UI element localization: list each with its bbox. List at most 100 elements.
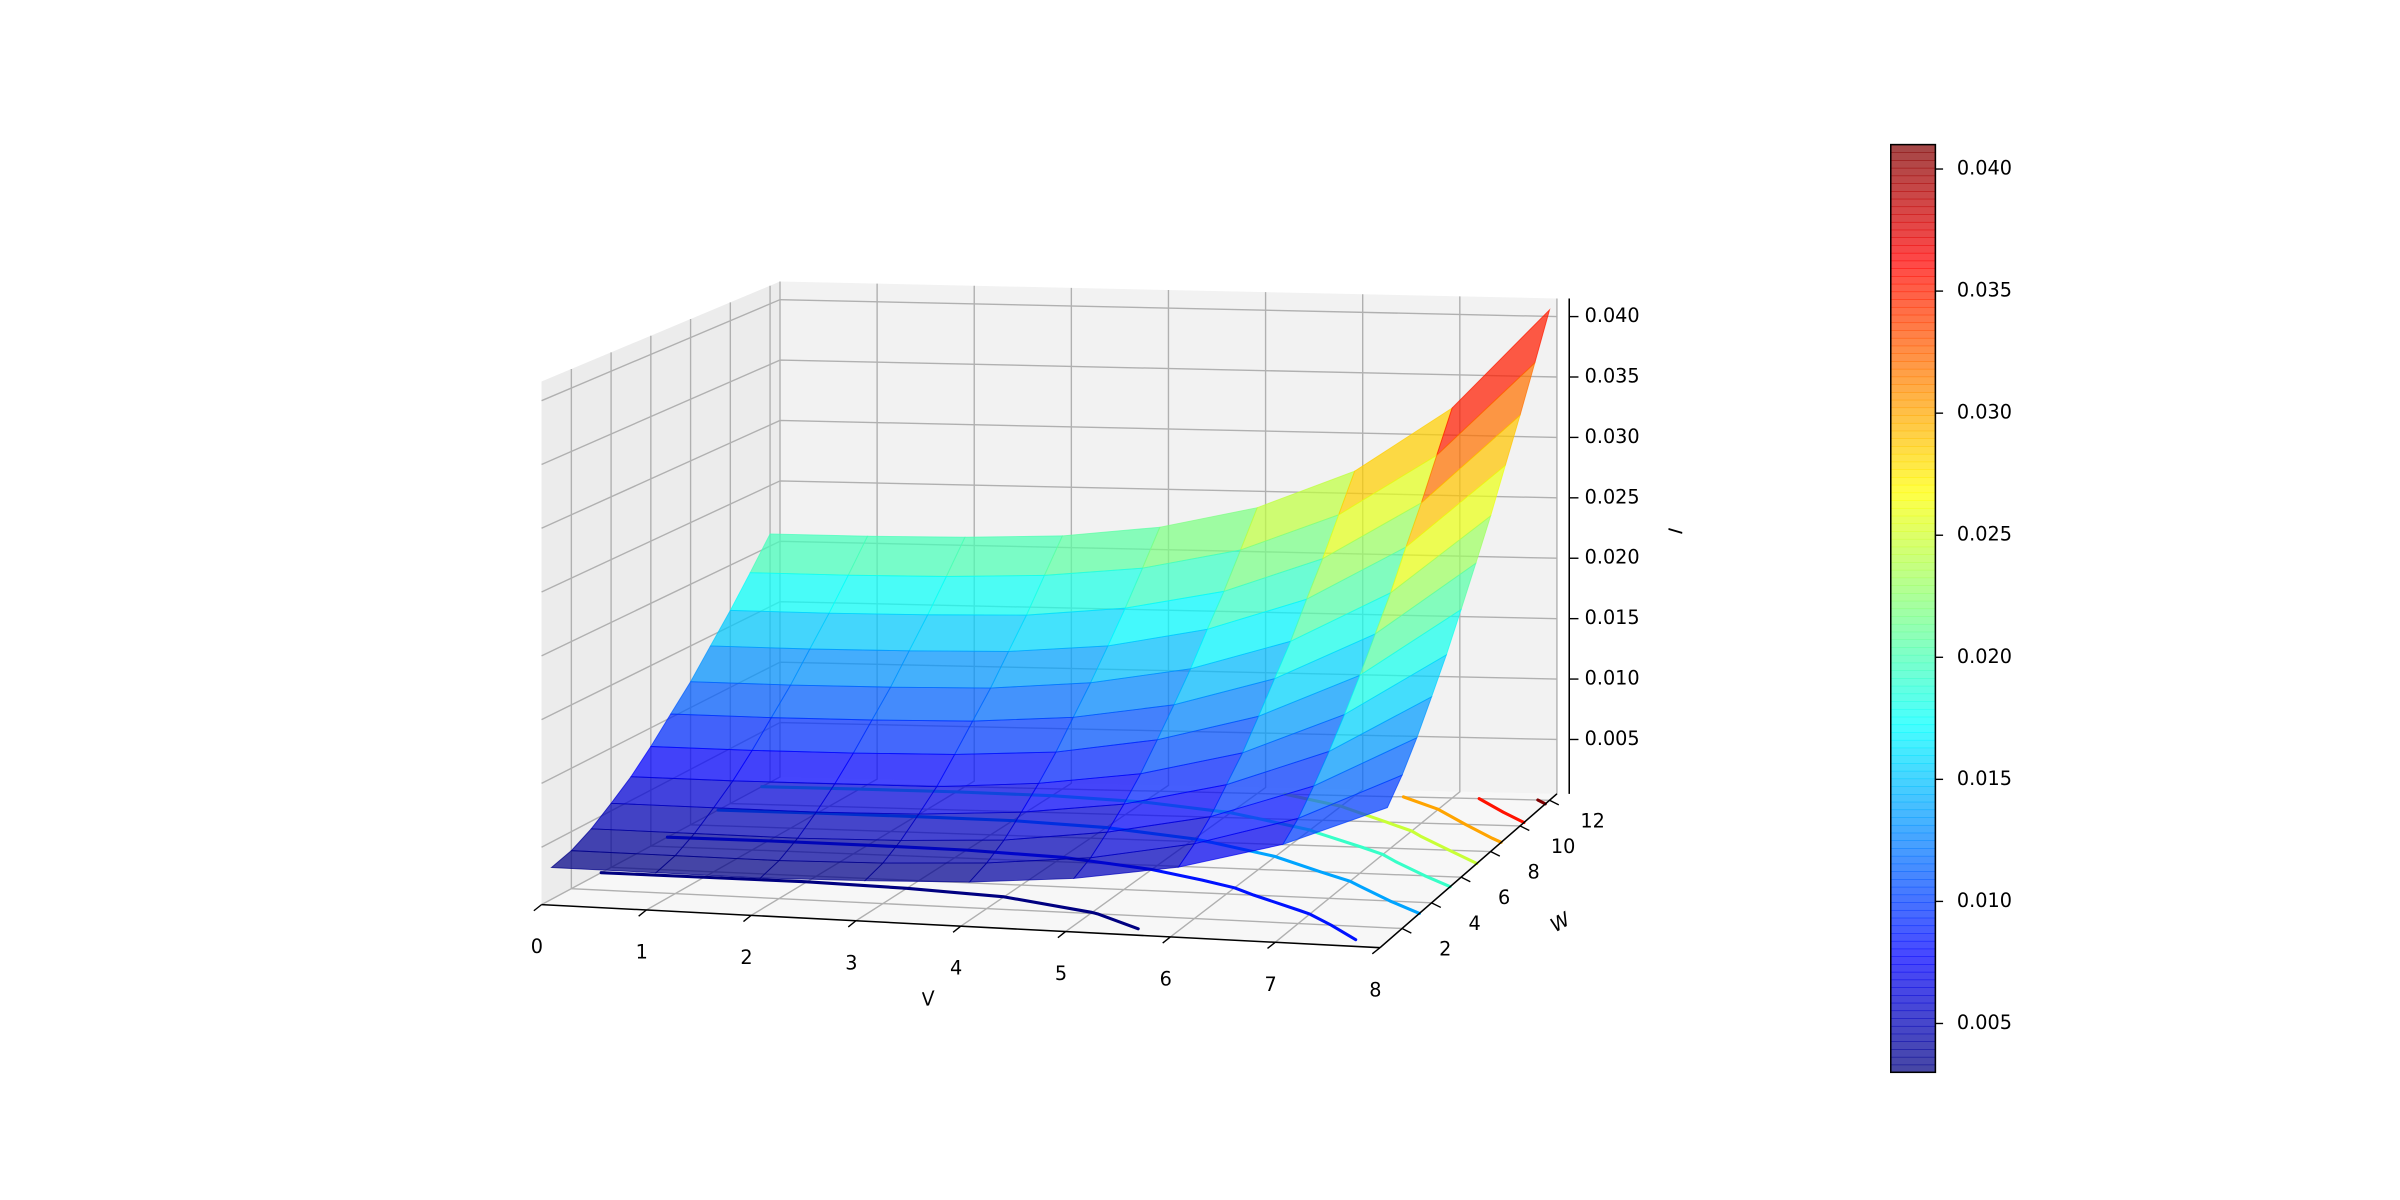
x-tick-label: 2 (740, 946, 752, 969)
y-tick (1401, 927, 1412, 934)
colorbar-step (1890, 863, 1936, 872)
y-tick-label: 4 (1469, 912, 1481, 935)
surface-face (729, 572, 850, 614)
colorbar-step (1890, 461, 1936, 470)
x-tick (1267, 941, 1276, 950)
colorbar-step (1890, 237, 1936, 246)
colorbar-step (1890, 214, 1936, 223)
x-tick-label: 3 (845, 951, 857, 974)
colorbar-step (1890, 345, 1936, 354)
y-tick (1460, 876, 1471, 883)
colorbar-step (1890, 647, 1936, 656)
colorbar-step (1890, 291, 1936, 300)
contour-line (599, 871, 1140, 931)
colorbar-step (1890, 337, 1936, 347)
colorbar-step (1890, 964, 1936, 973)
x-tick-label: 4 (950, 957, 962, 980)
colorbar-step (1890, 971, 1936, 981)
z-tick-label: 0.015 (1585, 606, 1640, 629)
colorbar-step (1890, 160, 1936, 169)
colorbar-step (1890, 422, 1936, 432)
x-tick (743, 914, 752, 923)
colorbar-step (1890, 399, 1936, 409)
colorbar-step (1890, 701, 1936, 710)
colorbar-step (1890, 144, 1936, 153)
colorbar-step (1890, 330, 1936, 339)
surface-face (908, 614, 1028, 652)
colorbar-step (1890, 724, 1936, 733)
z-tick-label: 0.040 (1585, 304, 1640, 327)
colorbar-step (1890, 987, 1936, 996)
x-tick-label: 6 (1160, 968, 1172, 991)
colorbar-step (1890, 245, 1936, 254)
colorbar-step (1890, 995, 1936, 1004)
colorbar-step (1890, 848, 1936, 857)
y-tick-label: 6 (1498, 886, 1510, 909)
colorbar-step (1890, 453, 1936, 463)
surface-face (889, 650, 1010, 689)
y-tick-label: 10 (1551, 835, 1575, 858)
colorbar-step (1890, 1018, 1936, 1027)
colorbar-step (1890, 577, 1936, 586)
colorbar-step (1890, 229, 1936, 238)
surface-face (815, 783, 938, 815)
axis-line (541, 903, 1381, 949)
axis-line (1379, 793, 1558, 949)
colorbar-step (1890, 562, 1936, 571)
colorbar-step (1890, 314, 1936, 324)
colorbar-step (1890, 283, 1936, 293)
x-tick-label: 0 (531, 935, 543, 958)
colorbar-tick-label: 0.040 (1957, 157, 2012, 180)
colorbar-step (1890, 221, 1936, 231)
x-axis-label: V (920, 986, 939, 1011)
colorbar-step (1890, 840, 1936, 849)
colorbar-step (1890, 1025, 1936, 1035)
colorbar-step (1890, 438, 1936, 447)
x-tick (952, 925, 962, 933)
surface-face (669, 681, 792, 719)
colorbar-step (1890, 685, 1936, 695)
colorbar-step (1890, 538, 1936, 548)
colorbar-step (1890, 206, 1936, 215)
colorbar-step (1890, 732, 1936, 741)
z-tick-label: 0.005 (1585, 727, 1640, 750)
colorbar-step (1890, 593, 1936, 602)
colorbar-step (1890, 832, 1936, 841)
contour-line (1401, 795, 1503, 844)
colorbar-step (1890, 191, 1936, 200)
colorbar-step (1890, 824, 1936, 834)
colorbar-step (1890, 793, 1936, 803)
colorbar-step (1890, 500, 1936, 509)
colorbar-step (1890, 546, 1936, 555)
surface-face (847, 535, 966, 577)
surface-face (828, 574, 948, 616)
colorbar-tick-label: 0.020 (1957, 645, 2012, 668)
colorbar-step (1890, 446, 1936, 455)
y-tick-label: 2 (1439, 938, 1451, 961)
colorbar-tick-label: 0.015 (1957, 767, 2012, 790)
surface-face (989, 645, 1109, 689)
x-tick-label: 5 (1055, 962, 1067, 985)
colorbar-step (1890, 1049, 1936, 1058)
surface-face (630, 746, 753, 782)
surface-face (935, 751, 1057, 788)
y-tick-label: 8 (1528, 861, 1540, 884)
x-tick (638, 909, 647, 917)
colorbar-step (1890, 693, 1936, 702)
colorbar-step (1890, 662, 1936, 671)
colorbar-step (1890, 917, 1936, 927)
surface-face (749, 533, 869, 576)
colorbar-step (1890, 569, 1936, 579)
colorbar-step (1890, 778, 1936, 787)
colorbar-step (1890, 933, 1936, 942)
z-axis-label: I (1663, 527, 1686, 535)
colorbar-step (1890, 909, 1936, 919)
colorbar-step (1890, 299, 1936, 308)
colorbar-frame (1890, 143, 1937, 1074)
surface-face (778, 837, 902, 864)
surface-face (693, 807, 818, 839)
colorbar-step (1890, 260, 1936, 269)
colorbar-step (1890, 1041, 1936, 1050)
colorbar-step (1890, 507, 1936, 517)
